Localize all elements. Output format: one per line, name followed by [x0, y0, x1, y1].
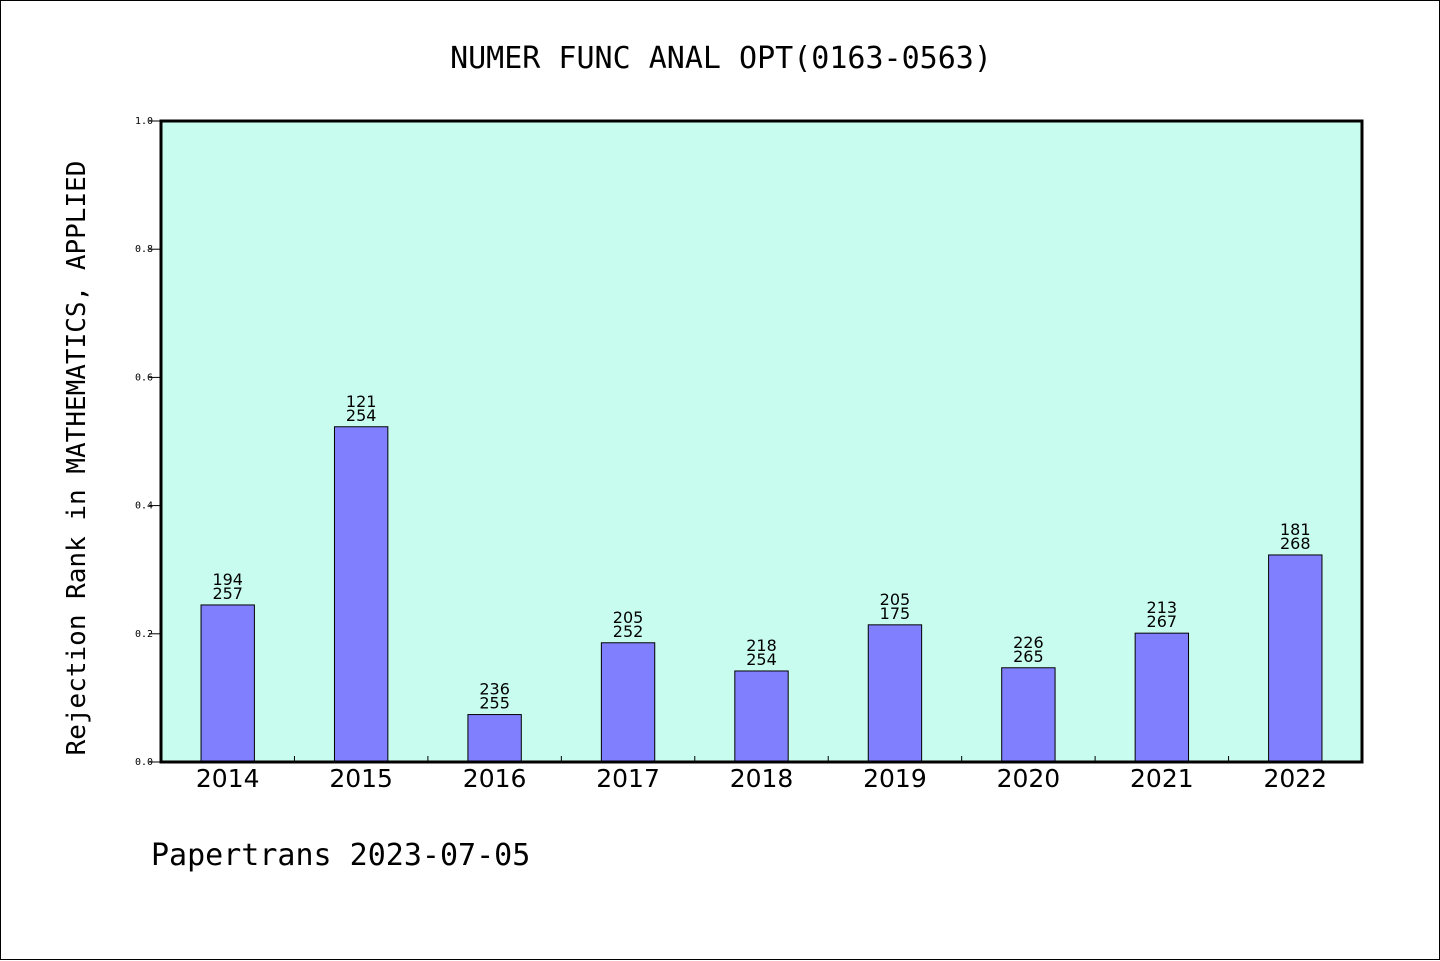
footer-text: Papertrans 2023-07-05	[151, 838, 530, 873]
bar-label-top: 236	[479, 680, 510, 699]
x-tick-label: 2015	[329, 764, 393, 793]
bar-label-top: 226	[1013, 633, 1044, 652]
bar-label-bottom: 265	[1013, 647, 1044, 666]
y-axis-label: Rejection Rank in MATHEMATICS, APPLIED	[62, 161, 92, 756]
bar-2015	[333, 426, 389, 763]
bar-label-top: 205	[880, 590, 911, 609]
x-tick-label: 2016	[463, 764, 527, 793]
bar-2021	[1134, 632, 1190, 763]
bar-2019	[867, 624, 923, 763]
bar-2017	[600, 642, 656, 763]
bar-2018	[734, 670, 789, 763]
plot-border	[159, 119, 1364, 764]
bar-label-bottom: 267	[1147, 612, 1178, 631]
bar-label-top: 194	[212, 570, 243, 589]
y-tick-label: 0.2	[135, 629, 153, 640]
x-tick-label: 2021	[1130, 764, 1194, 793]
bar-label-bottom: 255	[479, 694, 510, 713]
bar-label-top: 205	[613, 608, 644, 627]
x-tick-label: 2018	[730, 764, 794, 793]
y-tick-label: 0.8	[135, 244, 153, 255]
y-tick-label: 0.6	[135, 372, 153, 383]
bar-2016	[467, 714, 522, 763]
x-tick-label: 2019	[863, 764, 927, 793]
bar-label-top: 213	[1147, 598, 1178, 617]
bar-label-bottom: 268	[1280, 534, 1311, 553]
x-tick-label: 2020	[997, 764, 1061, 793]
x-tick-label: 2022	[1263, 764, 1327, 793]
x-tick-label: 2014	[196, 764, 260, 793]
x-axis: 2014 2015 2016 2017 2018 2019 2020 2021 2022	[196, 756, 1327, 793]
bar-label-bottom: 252	[613, 622, 644, 641]
bar-label-bottom: 254	[346, 406, 377, 425]
bar-label-bottom: 254	[746, 650, 777, 669]
bar-2014	[200, 604, 255, 763]
bars	[200, 426, 1323, 763]
chart-title: NUMER FUNC ANAL OPT(0163-0563)	[450, 41, 992, 76]
bar-label-top: 218	[746, 636, 777, 655]
x-tick-label: 2017	[596, 764, 660, 793]
bar-label-bottom: 257	[212, 584, 243, 603]
y-tick-label: 1.0	[135, 116, 153, 127]
bar-2020	[1001, 667, 1056, 763]
bar-2022	[1268, 554, 1323, 763]
bar-label-top: 121	[346, 392, 377, 411]
bar-label-top: 181	[1280, 520, 1311, 539]
y-tick-label: 0.4	[135, 501, 153, 512]
bar-labels: 1942571212542362552052522182542051752262…	[212, 392, 1310, 713]
bar-label-bottom: 175	[880, 604, 911, 623]
y-axis: 0.0 0.2 0.4 0.6 0.8 1.0	[135, 116, 161, 768]
y-tick-label: 0.0	[135, 757, 153, 768]
